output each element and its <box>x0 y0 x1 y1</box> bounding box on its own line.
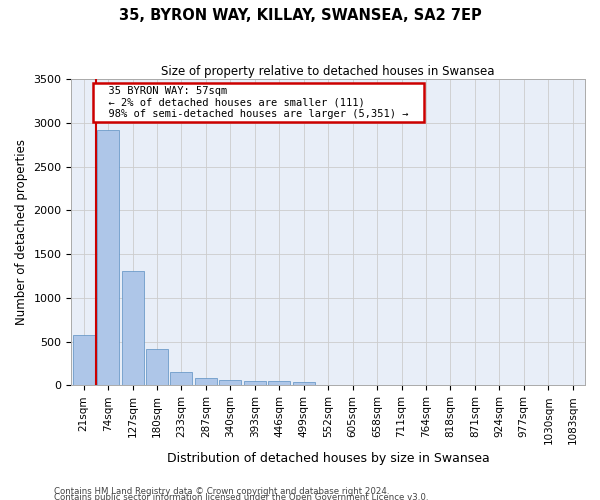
Bar <box>293 382 315 386</box>
Bar <box>268 382 290 386</box>
Bar <box>122 270 143 386</box>
Text: 35 BYRON WAY: 57sqm
  ← 2% of detached houses are smaller (111)
  98% of semi-de: 35 BYRON WAY: 57sqm ← 2% of detached hou… <box>97 86 421 120</box>
Bar <box>146 350 168 386</box>
Text: 35, BYRON WAY, KILLAY, SWANSEA, SA2 7EP: 35, BYRON WAY, KILLAY, SWANSEA, SA2 7EP <box>119 8 481 22</box>
Bar <box>170 372 193 386</box>
Bar <box>244 380 266 386</box>
Title: Size of property relative to detached houses in Swansea: Size of property relative to detached ho… <box>161 65 495 78</box>
Text: Contains public sector information licensed under the Open Government Licence v3: Contains public sector information licen… <box>54 492 428 500</box>
Y-axis label: Number of detached properties: Number of detached properties <box>15 139 28 325</box>
Bar <box>97 130 119 386</box>
Bar <box>220 380 241 386</box>
X-axis label: Distribution of detached houses by size in Swansea: Distribution of detached houses by size … <box>167 452 490 465</box>
Bar <box>73 336 95 386</box>
Bar <box>195 378 217 386</box>
Text: Contains HM Land Registry data © Crown copyright and database right 2024.: Contains HM Land Registry data © Crown c… <box>54 487 389 496</box>
